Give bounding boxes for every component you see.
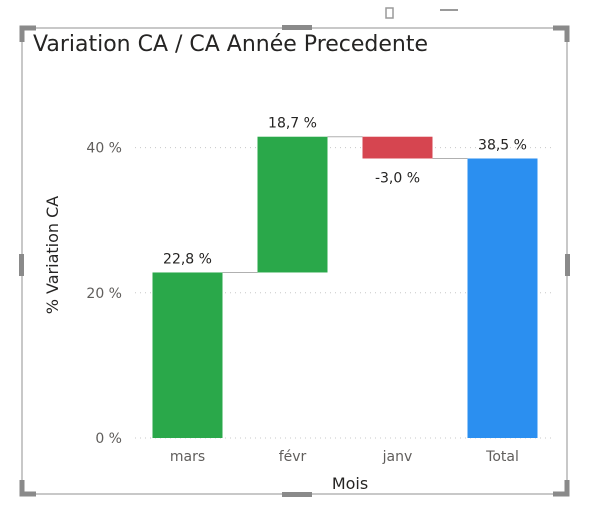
data-label: 22,8 % xyxy=(163,251,212,267)
y-tick-label: 0 % xyxy=(95,431,122,447)
x-axis-categories: mars févr janv Total xyxy=(170,449,519,465)
waterfall-bar[interactable] xyxy=(257,136,328,273)
corner-handle-bottom-left[interactable] xyxy=(19,480,36,497)
focus-mode-icon[interactable] xyxy=(385,7,394,19)
edge-handle-right[interactable] xyxy=(565,254,570,276)
y-tick-label: 20 % xyxy=(86,286,122,302)
waterfall-bar[interactable] xyxy=(362,136,433,159)
x-category-label: févr xyxy=(279,449,307,465)
data-label: 38,5 % xyxy=(478,137,527,153)
y-axis-ticks: 0 % 20 % 40 % xyxy=(86,141,122,447)
waterfall-bar[interactable] xyxy=(467,158,538,439)
chart-title: Variation CA / CA Année Precedente xyxy=(33,32,428,57)
corner-handle-top-right[interactable] xyxy=(553,25,570,42)
data-labels: 22,8 % 18,7 % -3,0 % 38,5 % xyxy=(163,116,527,268)
edge-handle-bottom[interactable] xyxy=(282,492,312,497)
edge-handle-left[interactable] xyxy=(19,254,24,276)
data-label: -3,0 % xyxy=(375,170,420,186)
waterfall-bars xyxy=(152,136,538,439)
corner-handle-top-left[interactable] xyxy=(19,25,36,42)
corner-handle-bottom-right[interactable] xyxy=(553,480,570,497)
visual-frame xyxy=(19,7,570,497)
waterfall-bar[interactable] xyxy=(152,272,223,438)
x-category-label: janv xyxy=(382,449,413,465)
x-category-label: Total xyxy=(485,449,519,465)
x-category-label: mars xyxy=(170,449,205,465)
edge-handle-top[interactable] xyxy=(282,25,312,30)
waterfall-connectors xyxy=(222,136,468,273)
y-tick-label: 40 % xyxy=(86,141,122,157)
x-axis-title: Mois xyxy=(332,474,368,493)
data-label: 18,7 % xyxy=(268,116,317,132)
y-axis-title: % Variation CA xyxy=(43,196,62,315)
